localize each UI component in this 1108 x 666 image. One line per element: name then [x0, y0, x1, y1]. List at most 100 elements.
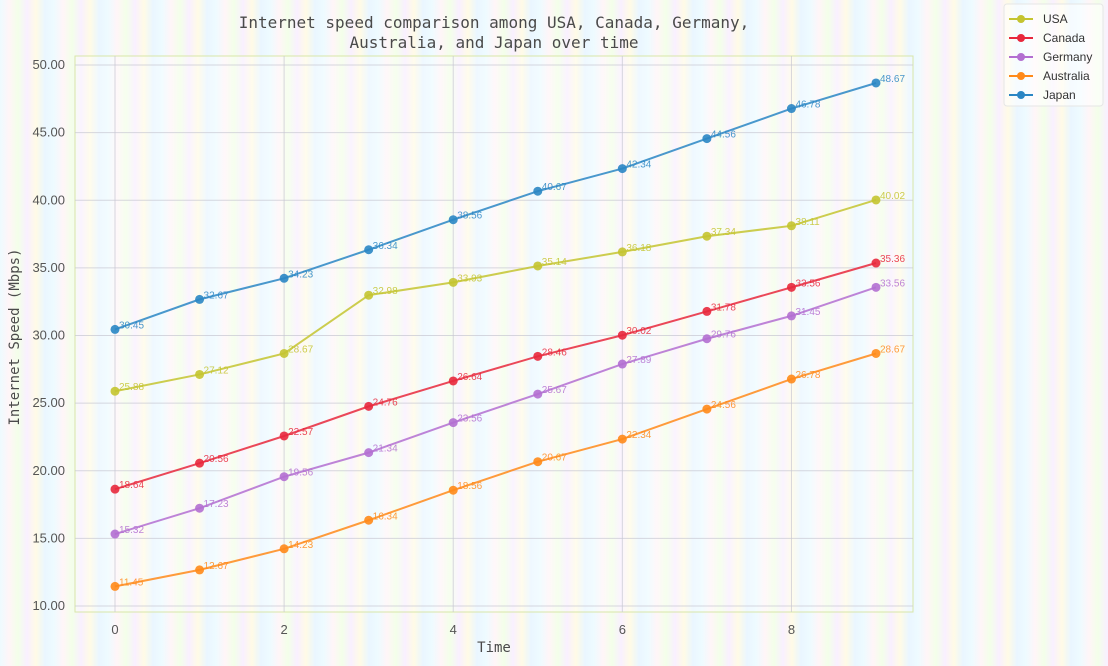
data-label: 36.34 — [373, 241, 398, 252]
y-tick-label: 45.00 — [32, 125, 65, 140]
data-point — [279, 472, 289, 482]
data-point — [279, 431, 289, 441]
data-label: 48.67 — [880, 74, 905, 85]
data-label: 38.56 — [457, 211, 482, 222]
data-point — [279, 273, 289, 283]
series-line-usa — [114, 199, 877, 393]
legend-box — [1003, 3, 1104, 107]
data-label: 15.32 — [119, 525, 144, 536]
data-label: 29.76 — [711, 330, 736, 341]
data-point — [617, 359, 627, 369]
data-point — [786, 311, 796, 321]
data-point — [448, 277, 458, 287]
data-point — [533, 186, 543, 196]
legend-label: Australia — [1043, 69, 1090, 83]
data-point — [871, 78, 881, 88]
chart-title-line-1: Internet speed comparison among USA, Can… — [239, 13, 750, 32]
data-point — [533, 457, 543, 467]
data-label: 18.64 — [119, 480, 144, 491]
plot-frame — [74, 55, 914, 613]
chart-title-line-2: Australia, and Japan over time — [350, 33, 639, 52]
series-line-australia — [114, 352, 877, 588]
y-tick-label: 40.00 — [32, 192, 65, 207]
data-label: 40.02 — [880, 191, 905, 202]
y-axis-title: Internet Speed (Mbps) — [7, 248, 23, 425]
y-tick-label: 15.00 — [32, 530, 65, 545]
series-line-germany — [114, 286, 877, 536]
data-point — [786, 374, 796, 384]
legend-marker — [1017, 53, 1025, 61]
data-label: 22.34 — [626, 430, 651, 441]
data-point — [871, 282, 881, 292]
x-tick-label: 8 — [788, 622, 795, 637]
y-tick-label: 10.00 — [32, 598, 65, 613]
data-point — [533, 351, 543, 361]
data-point — [617, 434, 627, 444]
data-point — [195, 503, 205, 513]
data-point — [195, 458, 205, 468]
data-point — [448, 485, 458, 495]
legend: USA Canada Germany Australia Japan — [1003, 3, 1104, 107]
data-label: 35.14 — [542, 257, 567, 268]
data-point — [617, 164, 627, 174]
data-label: 28.46 — [542, 347, 567, 358]
data-label: 14.23 — [288, 540, 313, 551]
data-label: 31.78 — [711, 302, 736, 313]
data-label: 17.23 — [204, 499, 229, 510]
data-label: 23.56 — [457, 414, 482, 425]
data-label: 24.76 — [373, 397, 398, 408]
data-point — [702, 334, 712, 344]
data-label: 24.56 — [711, 400, 736, 411]
data-point — [364, 245, 374, 255]
x-tick-label: 2 — [280, 622, 287, 637]
data-point — [448, 215, 458, 225]
data-label: 18.56 — [457, 481, 482, 492]
data-point — [364, 448, 374, 458]
data-point — [110, 386, 120, 396]
data-label: 32.98 — [373, 286, 398, 297]
data-label: 30.02 — [626, 326, 651, 337]
y-tick-label: 30.00 — [32, 328, 65, 343]
data-label: 28.67 — [288, 344, 313, 355]
data-label: 19.56 — [288, 468, 313, 479]
data-point — [195, 294, 205, 304]
x-tick-label: 0 — [111, 622, 118, 637]
legend-label: USA — [1043, 12, 1068, 26]
data-point — [617, 247, 627, 257]
legend-marker — [1017, 72, 1025, 80]
data-label: 25.88 — [119, 382, 144, 393]
data-label: 36.18 — [626, 243, 651, 254]
data-point — [364, 515, 374, 525]
data-point — [364, 401, 374, 411]
data-point — [448, 418, 458, 428]
data-label: 31.45 — [795, 307, 820, 318]
data-label: 33.56 — [880, 278, 905, 289]
data-point — [110, 581, 120, 591]
data-label: 38.11 — [795, 217, 820, 228]
data-label: 42.34 — [626, 160, 651, 171]
data-point — [786, 282, 796, 292]
y-tick-label: 50.00 — [32, 57, 65, 72]
data-point — [702, 134, 712, 144]
legend-label: Canada — [1043, 31, 1085, 45]
legend-marker — [1017, 15, 1025, 23]
data-label: 20.56 — [204, 454, 229, 465]
data-point — [448, 376, 458, 386]
data-label: 22.57 — [288, 427, 313, 438]
data-label: 25.67 — [542, 385, 567, 396]
data-label: 35.36 — [880, 254, 905, 265]
data-point — [702, 404, 712, 414]
data-label: 27.12 — [204, 365, 229, 376]
data-point — [195, 369, 205, 379]
data-label: 26.78 — [795, 370, 820, 381]
y-tick-label: 35.00 — [32, 260, 65, 275]
data-label: 30.45 — [119, 320, 144, 331]
plot-area: 10.00 15.00 20.00 25.00 30.00 35.00 40.00 45.00… — [32, 55, 914, 637]
data-label: 20.67 — [542, 453, 567, 464]
data-point — [617, 330, 627, 340]
data-label: 33.56 — [795, 278, 820, 289]
data-point — [871, 348, 881, 358]
series-line-japan — [114, 82, 877, 331]
data-label: 12.67 — [204, 561, 229, 572]
x-tick-label: 4 — [450, 622, 457, 637]
